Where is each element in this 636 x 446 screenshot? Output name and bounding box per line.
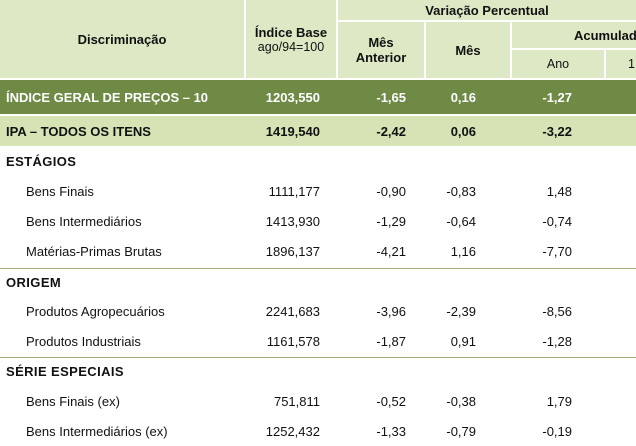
row-mes: -2,39	[446, 303, 476, 319]
row-label: Matérias-Primas Brutas	[26, 243, 162, 259]
table-row: Matérias-Primas Brutas 1896,137 -4,21 1,…	[0, 236, 636, 266]
row-mes-anterior: -1,65	[376, 89, 406, 105]
header-indice-base: Índice Base ago/94=100	[246, 0, 336, 78]
row-ano: 1,48	[546, 183, 572, 199]
header-indice-title: Índice Base	[254, 24, 328, 40]
row-ano: -1,28	[542, 333, 572, 349]
row-mes: 0,16	[450, 89, 476, 105]
row-ano: -7,70	[542, 243, 572, 259]
section-divider	[0, 268, 636, 269]
row-label: Bens Finais	[26, 183, 94, 199]
row-label: Bens Intermediários (ex)	[26, 423, 168, 439]
table-row: Bens Finais 1111,177 -0,90 -0,83 1,48	[0, 176, 636, 206]
row-indice-geral: ÍNDICE GERAL DE PREÇOS – 10 1203,550 -1,…	[0, 80, 636, 114]
row-mes: -0,79	[446, 423, 476, 439]
header-doze-meses: 1	[606, 50, 636, 78]
row-mes-anterior: -1,33	[376, 423, 406, 439]
row-indice: 751,811	[273, 393, 320, 409]
row-ano: -0,74	[542, 213, 572, 229]
row-mes: -0,64	[446, 213, 476, 229]
header-indice-subtitle: ago/94=100	[257, 39, 325, 54]
row-label: Bens Finais (ex)	[26, 393, 120, 409]
header-ano: Ano	[512, 50, 604, 78]
table-row: Bens Intermediários 1413,930 -1,29 -0,64…	[0, 206, 636, 236]
table-row: Bens Intermediários (ex) 1252,432 -1,33 …	[0, 416, 636, 446]
table-row: Produtos Industriais 1161,578 -1,87 0,91…	[0, 326, 636, 356]
row-mes: 0,06	[450, 123, 476, 139]
row-mes-anterior: -1,87	[376, 333, 406, 349]
row-label: Produtos Industriais	[26, 333, 141, 349]
section-title-origem: ORIGEM	[6, 274, 62, 290]
row-indice: 1413,930	[265, 213, 320, 229]
row-mes-anterior: -1,29	[376, 213, 406, 229]
header-mes-anterior: Mês Anterior	[338, 22, 424, 78]
row-label: ÍNDICE GERAL DE PREÇOS – 10	[6, 89, 209, 105]
header-mes: Mês	[426, 22, 510, 78]
row-ano: -8,56	[542, 303, 572, 319]
row-mes: 0,91	[450, 333, 476, 349]
row-mes-anterior: -2,42	[376, 123, 406, 139]
section-divider	[0, 357, 636, 358]
section-title-estagios: ESTÁGIOS	[6, 153, 77, 169]
row-label: Produtos Agropecuários	[26, 303, 165, 319]
row-indice: 2241,683	[265, 303, 320, 319]
row-mes: -0,83	[446, 183, 476, 199]
row-mes-anterior: -0,52	[376, 393, 406, 409]
row-mes-anterior: -0,90	[376, 183, 406, 199]
row-ano: -1,27	[542, 89, 572, 105]
table-row: Produtos Agropecuários 2241,683 -3,96 -2…	[0, 296, 636, 326]
row-ipa: IPA – TODOS OS ITENS 1419,540 -2,42 0,06…	[0, 116, 636, 146]
row-mes: -0,38	[446, 393, 476, 409]
row-indice: 1419,540	[265, 123, 320, 139]
row-ano: -0,19	[542, 423, 572, 439]
table-row: Bens Finais (ex) 751,811 -0,52 -0,38 1,7…	[0, 386, 636, 416]
header-variacao-percentual: Variação Percentual	[338, 0, 636, 20]
header-acumulado: Acumulad	[512, 22, 636, 48]
row-indice: 1203,550	[265, 89, 320, 105]
row-indice: 1111,177	[268, 183, 320, 199]
row-indice: 1161,578	[266, 333, 320, 349]
header-discriminacao: Discriminação	[0, 0, 244, 78]
row-mes: 1,16	[450, 243, 476, 259]
row-ano: 1,79	[546, 393, 572, 409]
row-ano: -3,22	[542, 123, 572, 139]
row-mes-anterior: -4,21	[376, 243, 406, 259]
row-label: IPA – TODOS OS ITENS	[6, 123, 151, 139]
section-title-serie-especiais: SÉRIE ESPECIAIS	[6, 363, 124, 379]
row-mes-anterior: -3,96	[376, 303, 406, 319]
row-indice: 1252,432	[265, 423, 320, 439]
row-label: Bens Intermediários	[26, 213, 142, 229]
row-indice: 1896,137	[265, 243, 320, 259]
